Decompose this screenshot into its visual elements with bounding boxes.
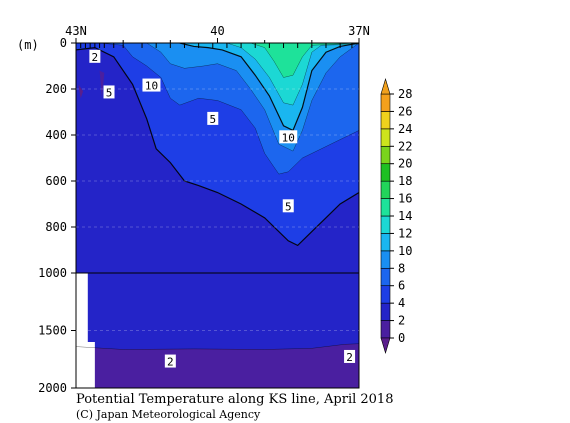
credit-text: (C) Japan Meteorological Agency — [76, 408, 261, 421]
y-tick-label: 1500 — [38, 324, 67, 338]
colorbar-label: 10 — [398, 244, 412, 258]
colorbar-segment-5 — [380, 233, 391, 252]
colorbar-label: 20 — [398, 157, 412, 171]
cold-pocket-north — [78, 84, 84, 99]
colorbar-label: 14 — [398, 209, 412, 223]
colorbar-label: 8 — [398, 261, 405, 275]
y-tick-label: 200 — [45, 82, 67, 96]
colorbar-label: 24 — [398, 122, 412, 136]
colorbar-segment-6 — [380, 215, 391, 234]
colorbar-label: 26 — [398, 104, 412, 118]
colorbar-under-arrow — [380, 337, 391, 355]
chart-title: Potential Temperature along KS line, Apr… — [76, 392, 393, 407]
svg-text:2: 2 — [346, 351, 353, 364]
isotherm-label-2: 10 — [142, 78, 161, 93]
colorbar-segment-3 — [380, 267, 391, 287]
band-10-12 — [179, 43, 359, 131]
isotherm-label-3: 5 — [207, 111, 219, 126]
y-tick-label: 600 — [45, 174, 67, 188]
colorbar-over-arrow — [380, 77, 391, 95]
x-axis: 43N 40 37N — [65, 24, 370, 48]
colorbar-segment-13 — [380, 93, 391, 112]
colorbar-segment-4 — [380, 250, 391, 269]
isotherm-label-4: 10 — [279, 130, 298, 144]
svg-text:5: 5 — [106, 86, 113, 99]
isotherm-4-6 — [76, 46, 359, 247]
isotherm-label-0: 2 — [89, 49, 101, 64]
isotherm-labels: 2 5 10 5 10 5 2 2 — [89, 49, 356, 369]
colorbar-segment-8 — [380, 180, 391, 199]
svg-text:10: 10 — [145, 80, 158, 93]
y-tick-label: 400 — [45, 128, 67, 142]
cold-pocket-mid — [99, 70, 105, 99]
colorbar-label: 22 — [398, 139, 412, 153]
isotherm-label-6: 2 — [164, 354, 176, 369]
band-0-2 — [76, 343, 359, 388]
isotherm-6-8 — [80, 43, 359, 175]
colorbar-segment-1 — [380, 302, 391, 321]
isotherm-0-2 — [76, 343, 359, 350]
y-axis: 0 200 400 600 800 1000 1500 2000 — [38, 36, 359, 395]
colorbar-segment-10 — [380, 145, 391, 165]
band-14-16 — [250, 43, 359, 78]
colorbar-label: 18 — [398, 174, 412, 188]
y-axis-unit-label: (m) — [17, 38, 39, 52]
svg-text:5: 5 — [209, 113, 216, 126]
colorbar-segment-7 — [380, 198, 391, 217]
colorbar-segment-9 — [380, 163, 391, 182]
svg-text:10: 10 — [282, 131, 295, 144]
isotherm-label-5: 5 — [282, 199, 294, 213]
x-tick-label: 37N — [348, 24, 370, 38]
x-tick-label: 40 — [210, 24, 224, 38]
y-tick-label: 800 — [45, 220, 67, 234]
isotherm-14-16 — [250, 43, 359, 78]
isotherm-label-1: 5 — [103, 85, 115, 99]
isotherm-10-12 — [179, 43, 359, 132]
colorbar-label: 6 — [398, 279, 405, 293]
svg-text:5: 5 — [285, 200, 292, 213]
isotherm-8-10 — [146, 43, 359, 152]
colorbar-label: 28 — [398, 87, 412, 101]
svg-text:2: 2 — [167, 356, 174, 369]
x-tick-label: 43N — [65, 24, 87, 38]
y-tick-label: 0 — [60, 36, 67, 50]
colorbar-segment-0 — [380, 320, 391, 339]
y-tick-label: 1000 — [38, 266, 67, 280]
no-data-area — [76, 273, 95, 388]
isotherm-lines — [76, 43, 359, 350]
colorbar-segment-12 — [380, 111, 391, 130]
colorbar-label: 12 — [398, 226, 412, 240]
isotherm-label-7: 2 — [344, 349, 356, 364]
colorbar-segment-2 — [380, 285, 391, 304]
colorbar-label: 4 — [398, 296, 405, 310]
colorbar-label: 16 — [398, 192, 412, 206]
colorbar-label: 2 — [398, 314, 405, 328]
svg-text:2: 2 — [92, 51, 99, 64]
temperature-field — [76, 43, 359, 388]
isotherm-12-14 — [226, 43, 359, 106]
colorbar-label: 0 — [398, 331, 405, 345]
colorbar-segment-11 — [380, 128, 391, 147]
y-tick-label: 2000 — [38, 381, 67, 395]
